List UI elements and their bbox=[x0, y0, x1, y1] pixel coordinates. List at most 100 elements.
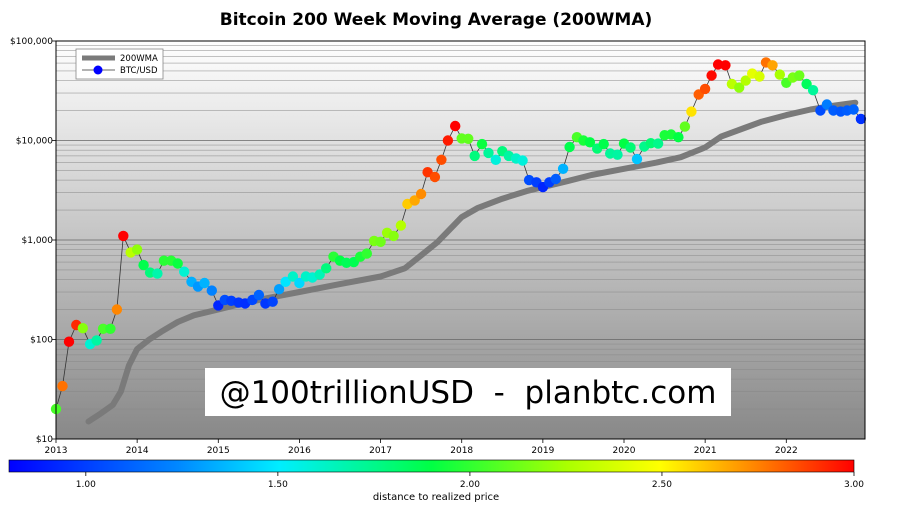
y-tick-label: $100 bbox=[30, 336, 53, 346]
axis-ticks: $10 $100 $1,000 $10,000 $100,000 2013 2014 2015… bbox=[10, 37, 798, 456]
x-tick-label: 2021 bbox=[694, 446, 717, 456]
y-tick-label: $1,000 bbox=[22, 236, 54, 246]
y-tick-label: $100,000 bbox=[10, 37, 53, 47]
btc-point bbox=[415, 188, 427, 200]
btc-point bbox=[388, 230, 399, 242]
legend: 200WMA BTC/USD bbox=[75, 48, 164, 80]
legend-wma-label: 200WMA bbox=[120, 54, 158, 64]
btc-point bbox=[801, 78, 812, 90]
btc-point bbox=[807, 85, 819, 96]
btc-point bbox=[118, 230, 129, 242]
btc-point bbox=[673, 132, 684, 143]
btc-point bbox=[179, 266, 190, 277]
colorbar-tick-label: 1.00 bbox=[76, 480, 96, 490]
btc-point bbox=[442, 135, 454, 146]
colorbar-tick-label: 2.00 bbox=[460, 480, 480, 490]
btc-point bbox=[91, 335, 102, 346]
btc-point bbox=[314, 269, 325, 280]
btc-point bbox=[138, 259, 149, 271]
btc-point bbox=[280, 276, 291, 287]
colorbar-label: distance to realized price bbox=[373, 492, 499, 503]
legend-box bbox=[75, 48, 164, 80]
btc-point bbox=[740, 75, 751, 86]
x-tick-label: 2020 bbox=[613, 446, 636, 456]
btc-point bbox=[172, 258, 183, 269]
btc-point bbox=[612, 149, 623, 160]
btc-point bbox=[855, 113, 867, 125]
btc-point bbox=[686, 106, 697, 117]
btc-point bbox=[321, 263, 332, 274]
colorbar-tick-label: 2.50 bbox=[652, 480, 672, 490]
x-tick-label: 2022 bbox=[775, 446, 798, 456]
watermark-box bbox=[205, 368, 731, 416]
btc-point bbox=[253, 289, 265, 301]
y-tick-label: $10,000 bbox=[16, 137, 53, 147]
legend-btc-label: BTC/USD bbox=[120, 66, 158, 76]
x-tick-label: 2014 bbox=[126, 446, 149, 456]
btc-point bbox=[450, 120, 461, 132]
btc-point bbox=[625, 142, 636, 153]
btc-point bbox=[131, 244, 143, 255]
btc-point bbox=[429, 171, 441, 183]
x-tick-label: 2018 bbox=[450, 446, 473, 456]
btc-point bbox=[720, 60, 731, 71]
btc-point bbox=[631, 153, 643, 165]
btc-point bbox=[152, 268, 163, 279]
btc-point bbox=[584, 137, 596, 148]
btc-point bbox=[63, 336, 75, 347]
btc-point bbox=[105, 323, 116, 334]
colorbar-tick-label: 3.00 bbox=[844, 480, 864, 490]
btc-point bbox=[699, 83, 711, 95]
plot-frame bbox=[55, 40, 866, 440]
legend-btc-marker bbox=[93, 65, 103, 75]
x-tick-label: 2016 bbox=[288, 446, 311, 456]
btc-point bbox=[158, 255, 170, 266]
btc-point bbox=[469, 150, 480, 162]
btc-point bbox=[287, 271, 299, 282]
btc-point bbox=[267, 296, 278, 307]
btc-point bbox=[517, 155, 528, 166]
btc-point bbox=[273, 284, 285, 295]
btc-point bbox=[409, 195, 420, 206]
btc-point bbox=[294, 277, 305, 289]
x-tick-label: 2013 bbox=[45, 446, 68, 456]
btc-point bbox=[706, 70, 717, 81]
x-tick-label: 2019 bbox=[531, 446, 554, 456]
btc-point bbox=[767, 60, 778, 71]
btc-point bbox=[111, 304, 123, 315]
btc-point bbox=[652, 138, 664, 149]
btc-point bbox=[375, 236, 386, 247]
watermark-text: @100trillionUSD - planbtc.com bbox=[220, 375, 717, 411]
btc-point bbox=[557, 163, 569, 174]
btc-point bbox=[550, 173, 561, 185]
chart-title: Bitcoin 200 Week Moving Average (200WMA) bbox=[220, 10, 653, 30]
btc-point bbox=[754, 71, 765, 82]
btc-point bbox=[463, 133, 474, 144]
btc-point bbox=[395, 220, 407, 231]
btc-point bbox=[734, 82, 745, 93]
colorbar bbox=[8, 459, 855, 473]
btc-points bbox=[50, 57, 867, 415]
btc-point bbox=[848, 104, 859, 115]
btc-point bbox=[476, 138, 488, 150]
x-tick-label: 2015 bbox=[207, 446, 230, 456]
btc-point bbox=[774, 69, 785, 80]
btc-point bbox=[794, 70, 805, 81]
btc-point bbox=[598, 138, 609, 150]
btc-point bbox=[199, 277, 210, 289]
btc-point bbox=[206, 285, 217, 296]
btc-point bbox=[97, 323, 109, 334]
colorbar-tick-label: 1.50 bbox=[268, 480, 288, 490]
y-tick-label: $10 bbox=[36, 435, 53, 445]
btc-point bbox=[57, 380, 68, 392]
btc-point bbox=[483, 147, 494, 159]
colorbar-ticks: 1.00 1.50 2.00 2.50 3.00 bbox=[76, 472, 864, 490]
x-tick-label: 2017 bbox=[369, 446, 392, 456]
wma-series bbox=[85, 99, 859, 425]
btc-point bbox=[490, 154, 501, 165]
btc-point bbox=[77, 323, 89, 334]
btc-point bbox=[679, 121, 691, 132]
btc-point bbox=[564, 141, 575, 153]
wma-line bbox=[85, 99, 859, 425]
